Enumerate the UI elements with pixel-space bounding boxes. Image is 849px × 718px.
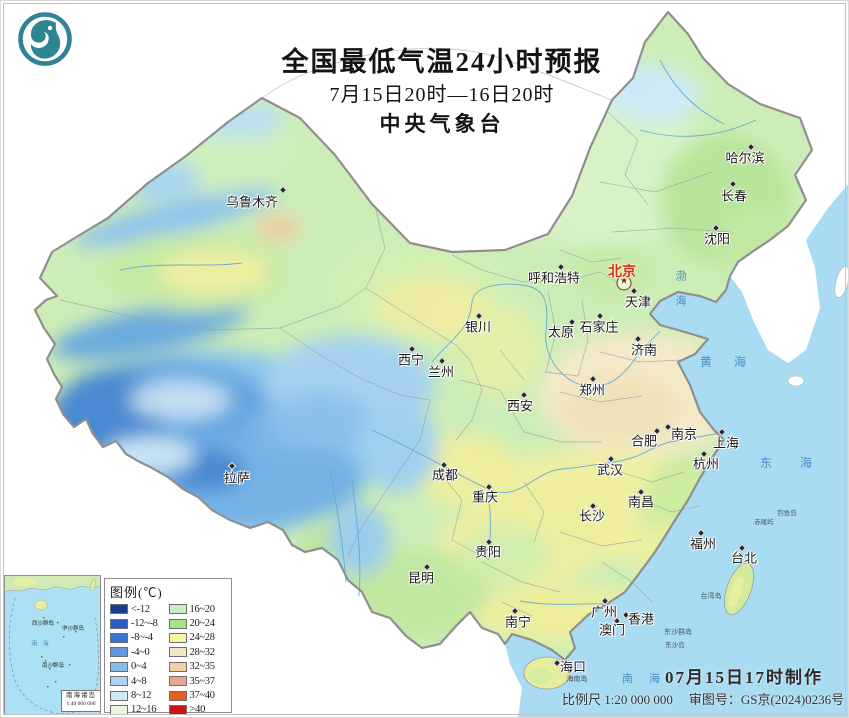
legend-range-label: 12~16 bbox=[131, 704, 157, 716]
production-time: 07月15日17时制作 bbox=[665, 668, 823, 687]
legend-title: 图例(℃) bbox=[110, 585, 163, 600]
legend-column-left: <-12 -12~-8 -8~-4 -4~0 0~4 4~8 8~12 12~16 bbox=[110, 602, 169, 717]
legend-item: >40 bbox=[168, 703, 228, 717]
inset-caption-scale: 1:40 000 000 bbox=[66, 701, 96, 707]
legend-range-label: -12~-8 bbox=[131, 618, 158, 630]
legend-range-label: 8~12 bbox=[131, 690, 152, 702]
legend-range-label: 35~37 bbox=[189, 675, 215, 687]
cma-logo-icon bbox=[17, 11, 73, 67]
hainan-island bbox=[523, 656, 571, 690]
legend-swatch bbox=[168, 632, 187, 643]
legend-range-label: <-12 bbox=[131, 603, 150, 615]
legend-swatch bbox=[110, 704, 128, 715]
legend-item: -4~0 bbox=[110, 645, 169, 659]
legend-range-label: 24~28 bbox=[189, 632, 215, 644]
map-scale-note: 比例尺 1:20 000 000 审图号：GS京(2024)0236号 bbox=[562, 689, 844, 708]
legend-range-label: 32~35 bbox=[189, 661, 215, 673]
legend-range-label: -4~0 bbox=[131, 646, 150, 658]
legend-swatch bbox=[110, 618, 128, 629]
legend-item: 0~4 bbox=[110, 660, 169, 674]
china-national-border bbox=[33, 10, 814, 662]
approval-number: 审图号：GS京(2024)0236号 bbox=[688, 692, 845, 707]
legend-item: 4~8 bbox=[110, 674, 169, 688]
legend-item: 20~24 bbox=[168, 616, 228, 630]
inset-label-西沙群岛: 西沙群岛 bbox=[31, 621, 55, 627]
taiwan-island bbox=[724, 562, 754, 616]
scale-text: 比例尺 1:20 000 000 bbox=[562, 692, 673, 707]
legend-range-label: 37~40 bbox=[189, 690, 215, 702]
jeju-island bbox=[787, 375, 805, 387]
legend-swatch bbox=[110, 632, 128, 643]
legend-item: 28~32 bbox=[168, 645, 228, 659]
legend-item: -12~-8 bbox=[110, 616, 169, 630]
legend-swatch bbox=[110, 661, 128, 672]
legend-swatch bbox=[168, 647, 187, 658]
legend-item: 16~20 bbox=[168, 602, 228, 616]
legend-item: <-12 bbox=[110, 602, 169, 616]
legend-swatch bbox=[110, 690, 128, 701]
title-block: 全国最低气温24小时预报 7月15日20时—16日20时 中央气象台 bbox=[252, 46, 632, 138]
legend-item: 37~40 bbox=[168, 688, 228, 702]
inset-caption-title: 南海诸岛 bbox=[66, 692, 96, 699]
legend-range-label: 28~32 bbox=[189, 646, 215, 658]
legend-range-label: 0~4 bbox=[131, 661, 147, 673]
legend-swatch bbox=[168, 661, 187, 672]
inset-map-south-china-sea: 西沙群岛 中沙群岛南 海南沙群岛 南海诸岛 1:40 000 000 bbox=[4, 575, 101, 715]
legend-swatch bbox=[168, 604, 187, 615]
legend-item: 35~37 bbox=[168, 674, 228, 688]
page-title: 全国最低气温24小时预报 bbox=[281, 47, 603, 77]
rivers bbox=[119, 59, 757, 605]
legend-swatch bbox=[110, 647, 128, 658]
agency-name: 中央气象台 bbox=[379, 111, 505, 136]
inset-label-南沙群岛: 南沙群岛 bbox=[41, 663, 65, 669]
legend-item: 32~35 bbox=[168, 660, 228, 674]
inset-label-中沙群岛: 中沙群岛 bbox=[61, 626, 85, 632]
legend-range-label: 16~20 bbox=[189, 603, 215, 615]
legend-range-label: >40 bbox=[189, 704, 206, 716]
legend-range-label: 20~24 bbox=[189, 618, 215, 630]
legend-panel: 图例(℃) <-12 -12~-8 -8~-4 -4~0 0~4 4~8 8~12 12~16… bbox=[104, 578, 232, 715]
legend-swatch bbox=[168, 618, 187, 629]
legend-swatch bbox=[168, 704, 187, 715]
inset-map-graphic bbox=[5, 576, 100, 714]
legend-item: 24~28 bbox=[168, 631, 228, 645]
forecast-period: 7月15日20时—16日20时 bbox=[329, 83, 555, 106]
legend-swatch bbox=[168, 690, 187, 701]
legend-range-label: 4~8 bbox=[131, 675, 147, 687]
legend-swatch bbox=[168, 676, 187, 687]
inset-label-南 海: 南 海 bbox=[31, 641, 51, 648]
legend-item: 12~16 bbox=[110, 703, 169, 717]
mongolia-border bbox=[261, 47, 613, 101]
legend-item: 8~12 bbox=[110, 688, 169, 702]
legend-item: -8~-4 bbox=[110, 631, 169, 645]
legend-range-label: -8~-4 bbox=[131, 632, 153, 644]
legend-column-right: 16~20 20~24 24~28 28~32 32~35 35~37 37~40 >40 bbox=[168, 602, 228, 717]
legend-swatch bbox=[110, 676, 128, 687]
legend-swatch bbox=[110, 604, 128, 615]
inset-caption: 南海诸岛 1:40 000 000 bbox=[61, 690, 100, 712]
